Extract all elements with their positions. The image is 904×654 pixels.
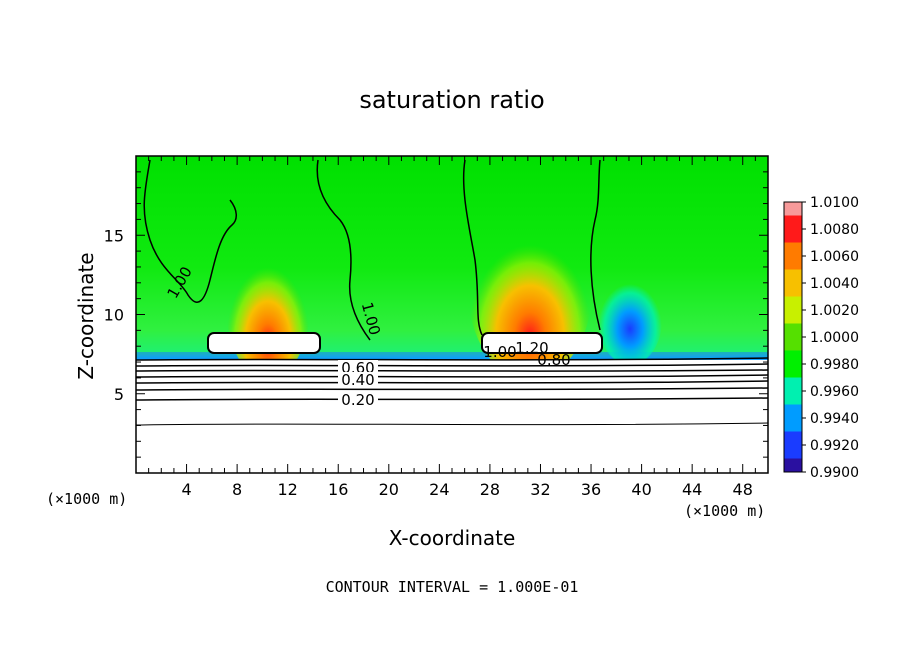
chart-title: saturation ratio bbox=[359, 86, 545, 114]
colorbar-swatch bbox=[784, 202, 802, 216]
x-tick-label: 40 bbox=[631, 480, 651, 499]
colorbar-label: 0.9900 bbox=[810, 465, 859, 481]
axes-frame bbox=[135, 155, 769, 474]
colorbar-swatch bbox=[784, 350, 802, 364]
y-tick-label: 10 bbox=[104, 306, 124, 325]
colorbar-swatch bbox=[784, 458, 802, 472]
x-axis-label: X-coordinate bbox=[388, 526, 516, 550]
x-tick-label: 12 bbox=[278, 480, 298, 499]
x-tick-label: 4 bbox=[181, 480, 191, 499]
contour-label: 0.40 bbox=[341, 371, 374, 389]
contour-label-bg bbox=[338, 392, 378, 408]
x-tick-label: 20 bbox=[379, 480, 399, 499]
colorbar-swatch bbox=[784, 283, 802, 297]
x-tick-label: 36 bbox=[581, 480, 601, 499]
colorbar-swatch bbox=[784, 391, 802, 405]
colorbar-swatch bbox=[784, 229, 802, 243]
colorbar-swatch bbox=[784, 242, 802, 256]
x-tick-label: 44 bbox=[682, 480, 702, 499]
colorbar-label: 1.0000 bbox=[810, 330, 859, 346]
colorbar-swatch bbox=[784, 377, 802, 391]
colorbar-swatch bbox=[784, 404, 802, 418]
colorbar-label: 1.0040 bbox=[810, 276, 859, 292]
y-tick-label: 5 bbox=[114, 385, 124, 404]
contour-labels: 1.001.001.001.200.800.600.400.20 bbox=[164, 264, 571, 409]
contour-lines bbox=[136, 159, 768, 426]
colorbar-label: 0.9920 bbox=[810, 438, 859, 454]
contour-label: 0.80 bbox=[537, 351, 570, 369]
x-tick-label: 28 bbox=[480, 480, 500, 499]
colorbar-label: 1.0020 bbox=[810, 303, 859, 319]
colorbar-label: 0.9940 bbox=[810, 411, 859, 427]
colorbar-swatch bbox=[784, 431, 802, 445]
colorbar-swatch bbox=[784, 296, 802, 310]
y-tick-labels: 5 10 15 bbox=[104, 226, 124, 404]
x-tick-labels: 4 8 12 16 20 24 28 32 36 40 44 48 bbox=[181, 480, 752, 499]
colorbar-swatch bbox=[784, 323, 802, 337]
colorbar-label: 1.0080 bbox=[810, 222, 859, 238]
x-tick-label: 8 bbox=[232, 480, 242, 499]
colorbar-label: 0.9980 bbox=[810, 357, 859, 373]
colorbar-swatch bbox=[784, 310, 802, 324]
colorbar-swatch bbox=[784, 445, 802, 459]
x-tick-label: 48 bbox=[733, 480, 753, 499]
x-unit-left: (×1000 m) bbox=[46, 490, 128, 508]
colorbar-label: 0.9960 bbox=[810, 384, 859, 400]
colorbar-swatch bbox=[784, 418, 802, 432]
x-unit-right: (×1000 m) bbox=[684, 502, 766, 520]
contour-interval-note: CONTOUR INTERVAL = 1.000E-01 bbox=[325, 578, 579, 596]
x-tick-label: 24 bbox=[429, 480, 449, 499]
colorbar-swatch bbox=[784, 364, 802, 378]
colorbar-swatch bbox=[784, 215, 802, 229]
colorbar-swatch bbox=[784, 337, 802, 351]
y-tick-label: 15 bbox=[104, 226, 124, 245]
contour-label-bg bbox=[338, 372, 378, 388]
contour-label: 1.20 bbox=[515, 339, 548, 357]
contour-label: 1.00 bbox=[483, 343, 516, 361]
colorbar-swatch bbox=[784, 269, 802, 283]
colorbar-swatch bbox=[784, 256, 802, 270]
colorbar-label: 1.0060 bbox=[810, 249, 859, 265]
x-tick-label: 32 bbox=[530, 480, 550, 499]
contour-label: 0.20 bbox=[341, 391, 374, 409]
x-tick-label: 16 bbox=[328, 480, 348, 499]
colorbar-label: 1.0100 bbox=[810, 195, 859, 211]
heatmap-field bbox=[136, 156, 768, 473]
colorbar: 1.0100 1.0080 1.0060 1.0040 1.0020 1.0000 0.99… bbox=[783, 195, 859, 481]
